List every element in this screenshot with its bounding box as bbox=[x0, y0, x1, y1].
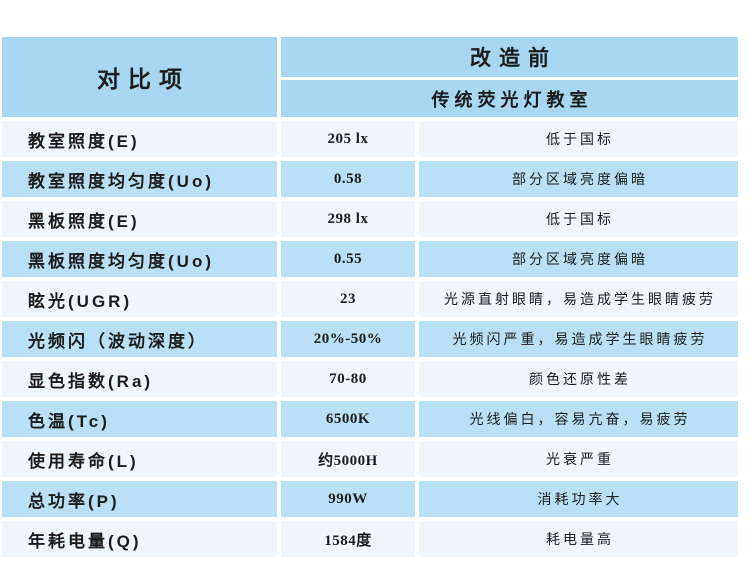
row-value: 20%-50% bbox=[281, 321, 415, 357]
row-item-label: 教室照度(E) bbox=[2, 121, 277, 157]
row-item-label: 眩光(UGR) bbox=[2, 281, 277, 317]
row-note: 部分区域亮度偏暗 bbox=[419, 241, 738, 277]
row-value: 0.55 bbox=[281, 241, 415, 277]
row-item-label: 黑板照度均匀度(Uo) bbox=[2, 241, 277, 277]
row-note: 光线偏白，容易亢奋，易疲劳 bbox=[419, 401, 738, 437]
row-note: 低于国标 bbox=[419, 121, 738, 157]
row-note: 光衰严重 bbox=[419, 441, 738, 477]
row-value: 990W bbox=[281, 481, 415, 517]
row-value: 298 lx bbox=[281, 201, 415, 237]
header-group-title: 改造前 bbox=[281, 37, 738, 77]
row-value: 70-80 bbox=[281, 361, 415, 397]
row-value: 23 bbox=[281, 281, 415, 317]
comparison-table: 对比项 改造前 传统荧光灯教室 教室照度(E) 205 lx 低于国标 教室照度… bbox=[2, 37, 738, 557]
row-value: 0.58 bbox=[281, 161, 415, 197]
row-note: 光频闪严重，易造成学生眼睛疲劳 bbox=[419, 321, 738, 357]
row-note: 光源直射眼睛，易造成学生眼睛疲劳 bbox=[419, 281, 738, 317]
row-note: 消耗功率大 bbox=[419, 481, 738, 517]
row-item-label: 光频闪（波动深度） bbox=[2, 321, 277, 357]
row-item-label: 教室照度均匀度(Uo) bbox=[2, 161, 277, 197]
row-item-label: 总功率(P) bbox=[2, 481, 277, 517]
row-note: 低于国标 bbox=[419, 201, 738, 237]
row-item-label: 黑板照度(E) bbox=[2, 201, 277, 237]
row-item-label: 色温(Tc) bbox=[2, 401, 277, 437]
row-note: 部分区域亮度偏暗 bbox=[419, 161, 738, 197]
header-group-before: 改造前 传统荧光灯教室 bbox=[281, 37, 738, 117]
row-value: 1584度 bbox=[281, 521, 415, 557]
row-note: 颜色还原性差 bbox=[419, 361, 738, 397]
header-compare-item: 对比项 bbox=[2, 37, 277, 117]
row-item-label: 使用寿命(L) bbox=[2, 441, 277, 477]
row-note: 耗电量高 bbox=[419, 521, 738, 557]
row-value: 205 lx bbox=[281, 121, 415, 157]
row-item-label: 显色指数(Ra) bbox=[2, 361, 277, 397]
row-item-label: 年耗电量(Q) bbox=[2, 521, 277, 557]
row-value: 6500K bbox=[281, 401, 415, 437]
header-group-subtitle: 传统荧光灯教室 bbox=[281, 80, 738, 117]
row-value: 约5000H bbox=[281, 441, 415, 477]
